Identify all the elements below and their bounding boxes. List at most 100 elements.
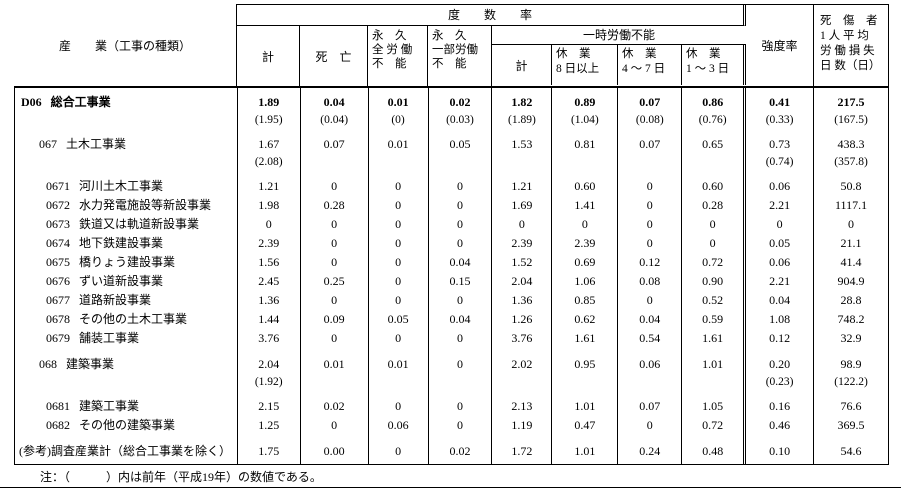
spacer-cell bbox=[492, 390, 553, 397]
value-cell: 1.08 bbox=[746, 310, 815, 329]
value-cell: 1117.1 bbox=[814, 196, 888, 215]
current-value: 0.08 bbox=[639, 274, 661, 288]
industry-code: D06 bbox=[21, 95, 42, 109]
header-col-temp-total: 計 bbox=[492, 45, 552, 85]
header-col-temp-4to7-days: 休 業 4 ～ 7 日 bbox=[618, 45, 682, 85]
value-cell: 0 bbox=[618, 177, 683, 196]
previous-year-value: (2.08) bbox=[254, 156, 283, 168]
value-cell: 0.07 bbox=[618, 397, 683, 416]
value-cell: 54.6 bbox=[814, 442, 888, 461]
header-col-temp-1to3-days: 休 業 1 ～ 3 日 bbox=[682, 45, 746, 85]
industry-cell: (参考)調査産業計（総合工事業を除く） bbox=[15, 442, 238, 461]
current-value: 0 bbox=[709, 236, 716, 250]
value-cell: 1.06 bbox=[552, 272, 619, 291]
value-cell: 1.82 (1.89) bbox=[492, 93, 553, 128]
current-value: 0 bbox=[456, 399, 463, 413]
header-frequency-title: 度 数 率 bbox=[237, 5, 746, 26]
value-cell: 21.1 bbox=[814, 234, 888, 253]
value-cell: 438.3 (357.8) bbox=[814, 135, 888, 170]
current-value: 1.21 bbox=[511, 179, 533, 193]
current-value: 28.8 bbox=[840, 293, 862, 307]
row-spacer bbox=[15, 170, 888, 177]
value-cell: 0.05 bbox=[429, 135, 493, 170]
table-row-0672: 0672 水力発電施設等新設事業 1.98 0.28 0 0 1.69 1.41 0 0.28 2.… bbox=[15, 196, 888, 215]
spacer-cell bbox=[682, 88, 747, 93]
value-cell: 0.59 bbox=[682, 310, 747, 329]
previous-year-value: (0.23) bbox=[765, 376, 794, 388]
current-value: 0 bbox=[646, 198, 653, 212]
current-value: 0.00 bbox=[323, 444, 345, 458]
previous-year-value: (1.95) bbox=[254, 114, 283, 126]
current-value: 0.05 bbox=[387, 312, 409, 326]
current-value: 0 bbox=[518, 217, 525, 231]
value-cell: 0.60 bbox=[552, 177, 619, 196]
current-value: 0 bbox=[265, 217, 272, 231]
spacer-cell bbox=[552, 88, 619, 93]
value-cell: 0 bbox=[369, 397, 429, 416]
value-cell: 0.02 (0.03) bbox=[429, 93, 493, 128]
header-col-total: 計 bbox=[237, 26, 300, 86]
current-value: 0 bbox=[331, 217, 338, 231]
value-cell: 0 bbox=[301, 329, 369, 348]
current-value: 0 bbox=[331, 293, 338, 307]
current-value: 1.52 bbox=[511, 255, 533, 269]
row-spacer bbox=[15, 88, 888, 93]
spacer-cell bbox=[814, 170, 888, 177]
spacer-cell bbox=[238, 390, 301, 397]
value-cell: 0 bbox=[301, 234, 369, 253]
value-cell: 0.16 bbox=[746, 397, 815, 416]
current-value: 1.08 bbox=[769, 312, 791, 326]
previous-year-value: (357.8) bbox=[834, 156, 868, 168]
industry-code: 0681 bbox=[46, 399, 70, 413]
current-value: 1.82 bbox=[511, 95, 533, 109]
industry-code: 0671 bbox=[46, 179, 70, 193]
spacer-cell bbox=[301, 435, 369, 442]
value-cell: 0 bbox=[369, 196, 429, 215]
current-value: 0.52 bbox=[702, 293, 724, 307]
value-cell: 2.15 bbox=[238, 397, 301, 416]
value-cell: 0 bbox=[618, 196, 683, 215]
current-value: 1.75 bbox=[258, 444, 280, 458]
table-row-068: 068 建築事業 2.04 (1.92) 0.01 0.01 0 2.02 0.95 0.06 1.… bbox=[15, 355, 888, 390]
spacer-cell bbox=[746, 461, 815, 464]
current-value: 0.01 bbox=[387, 137, 409, 151]
spacer-cell bbox=[301, 461, 369, 464]
current-value: 0.72 bbox=[702, 418, 724, 432]
industry-cell: 0675 橋りょう建設事業 bbox=[15, 253, 238, 272]
value-cell: 0.01 (0) bbox=[369, 93, 429, 128]
header-avg-days-lost: 死 傷 者 1 人 平 均 労 働 損 失 日 数（日） bbox=[814, 4, 888, 86]
spacer-cell bbox=[429, 348, 493, 355]
industry-name: 河川土木工事業 bbox=[79, 179, 164, 193]
header-industry-label: 産 業（工事の種類） bbox=[58, 38, 191, 53]
industry-cell: D06 総合工事業 bbox=[15, 93, 238, 128]
spacer-cell bbox=[814, 390, 888, 397]
current-value: 1.36 bbox=[258, 293, 280, 307]
previous-year-value: (0.76) bbox=[698, 114, 727, 126]
spacer-cell bbox=[369, 461, 429, 464]
value-cell: 0.28 bbox=[682, 196, 747, 215]
header-col-permanent-partial: 永 久 一部労働 不 能 bbox=[428, 26, 492, 86]
value-cell: 0.47 bbox=[552, 416, 619, 435]
spacer-cell bbox=[15, 390, 238, 397]
spacer-cell bbox=[746, 170, 815, 177]
spacer-cell bbox=[369, 170, 429, 177]
table-row-0676: 0676 ずい道新設事業 2.45 0.25 0 0.15 2.04 1.06 0.08 0.90… bbox=[15, 272, 888, 291]
current-value: 1.25 bbox=[258, 418, 280, 432]
value-cell: 1.01 bbox=[552, 397, 619, 416]
value-cell: 1.01 bbox=[682, 355, 747, 390]
previous-year-value: (0.03) bbox=[446, 114, 474, 126]
spacer-cell bbox=[15, 435, 238, 442]
spacer-cell bbox=[618, 390, 683, 397]
industry-cell: 0681 建築工事業 bbox=[15, 397, 238, 416]
current-value: 1.44 bbox=[258, 312, 280, 326]
value-cell: 1.61 bbox=[552, 329, 619, 348]
value-cell: 0 bbox=[301, 215, 369, 234]
value-cell: 0 bbox=[369, 215, 429, 234]
table-body: D06 総合工事業 1.89 (1.95) 0.04 (0.04) 0.01 (0) 0.02(… bbox=[14, 88, 888, 465]
value-cell: 1.56 bbox=[238, 253, 301, 272]
spacer-cell bbox=[15, 128, 238, 135]
spacer-cell bbox=[746, 348, 815, 355]
table-row-0678: 0678 その他の土木工事業 1.44 0.09 0.05 0.04 1.26 0.62 0.0… bbox=[15, 310, 888, 329]
current-value: 217.5 bbox=[837, 95, 865, 109]
current-value: 0 bbox=[456, 331, 463, 345]
